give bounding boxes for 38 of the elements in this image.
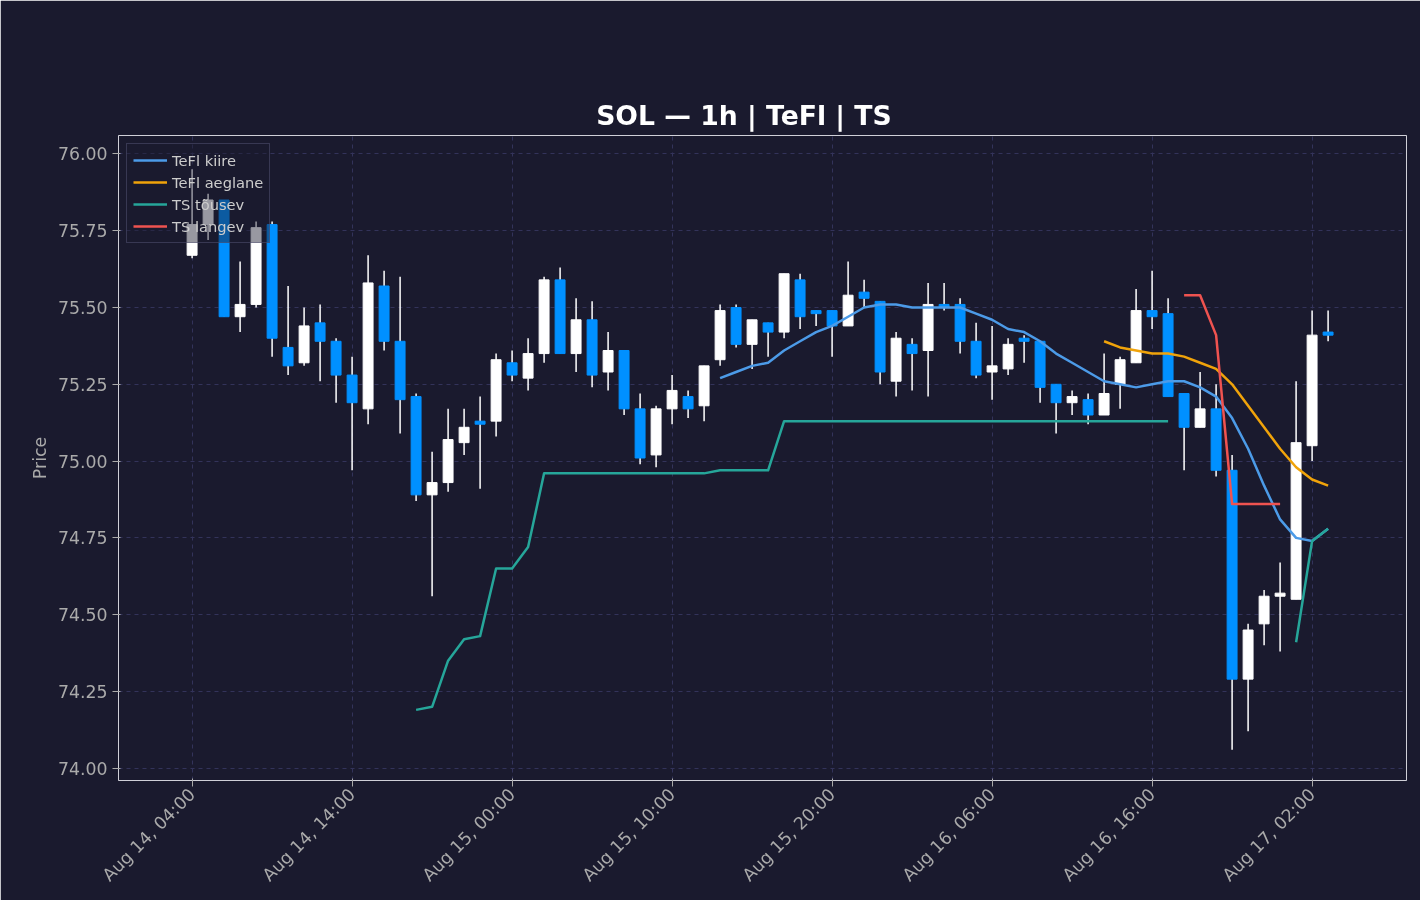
y-tick-label: 75.00 <box>57 451 108 472</box>
candlestick <box>1098 352 1110 416</box>
y-tick-label: 75.50 <box>57 298 108 318</box>
candlestick <box>682 389 694 419</box>
candlestick <box>762 322 774 358</box>
candlestick <box>1018 334 1030 364</box>
candlestick <box>1066 389 1078 416</box>
candlestick <box>666 374 678 425</box>
y-tick-label: 74.50 <box>57 605 108 626</box>
candlestick <box>1194 371 1206 429</box>
candlestick <box>826 309 838 358</box>
line-series <box>1102 340 1330 487</box>
candlestick <box>1146 269 1158 330</box>
candlestick <box>1082 392 1094 425</box>
candlestick <box>810 309 822 327</box>
candlestick <box>858 279 870 309</box>
chart-title: SOL — 1h | TeFl | TS <box>596 99 892 132</box>
candlestick <box>1274 561 1286 653</box>
candlestick <box>474 395 486 490</box>
candlestick <box>906 337 918 392</box>
candlestick <box>426 451 438 597</box>
candlestick <box>1050 383 1062 435</box>
candlestick <box>602 331 614 392</box>
y-axis-title: Price <box>29 436 50 480</box>
candlestick <box>234 260 246 333</box>
candlestick <box>506 349 518 382</box>
candlestick <box>314 303 326 382</box>
legend-label: TeFl kiire <box>172 151 236 169</box>
y-tick-label: 75.25 <box>57 374 108 395</box>
candlestick <box>986 325 998 401</box>
y-tick-label: 74.25 <box>57 681 108 702</box>
candlestick <box>458 408 470 456</box>
y-tick-label: 75.75 <box>57 221 108 242</box>
y-tick-label: 74.75 <box>57 528 108 549</box>
y-tick-label: 74.00 <box>57 758 108 779</box>
candlestick <box>282 285 294 376</box>
candlestick <box>1322 309 1334 343</box>
y-tick-label: 76.00 <box>57 144 108 165</box>
